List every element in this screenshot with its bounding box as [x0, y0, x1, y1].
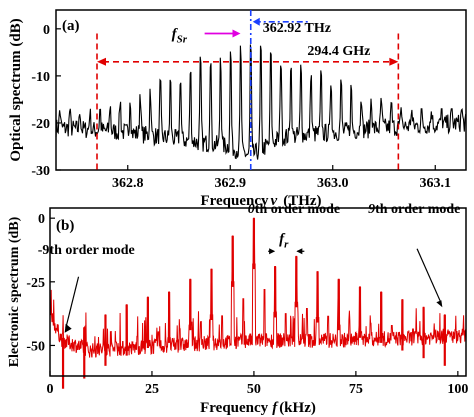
- panel-a-x-label-symbol: ν: [271, 193, 278, 209]
- panel-b-x-tick-label: 50: [247, 382, 261, 397]
- panel-b-y-tick-label: 0: [38, 212, 45, 227]
- fr-label-f: f: [279, 231, 286, 247]
- panel-b-x-axis-label: Frequency f (kHz): [200, 400, 316, 416]
- panel-a-y-axis-label: Optical spectrum (dB): [8, 18, 24, 161]
- panel-b-x-label-unit: (kHz): [279, 400, 316, 416]
- 9th-order-arrow-line: [416, 248, 442, 303]
- panel-a-y-tick-label: -10: [31, 70, 50, 85]
- panel-a-annotations: 362.92 THz 294.4 GHz fSr: [96, 10, 400, 170]
- panel-a-frame: [55, 9, 467, 171]
- panel-b-x-tick-label: 25: [145, 382, 159, 397]
- fr-arrowhead-right: [296, 248, 303, 255]
- panel-a-y-tick-label: 0: [43, 23, 50, 38]
- 0th-order-mode-label: 0th order mode: [248, 202, 340, 217]
- panel-a-ticks: 362.8 362.9 363.0 363.1 0 -10 -20 -30: [31, 23, 451, 191]
- panel-a-label: (a): [62, 18, 80, 34]
- panel-b-label: (b): [56, 218, 74, 234]
- minus-9th-order-arrowhead: [64, 323, 72, 333]
- minus-9th-order-arrow-line: [65, 276, 80, 328]
- panel-a-x-label-prefix: Frequency: [200, 193, 269, 209]
- panel-b-y-tick-label: -25: [26, 276, 45, 291]
- center-frequency-arrowhead: [252, 17, 260, 26]
- panel-a-x-tick-label: 363.1: [420, 176, 452, 191]
- 9th-order-mode-text: th order mode: [375, 202, 460, 217]
- panel-a-x-tick-label: 363.0: [317, 176, 349, 191]
- span-label: 294.4 GHz: [307, 44, 370, 59]
- panel-a-y-tick-label: -20: [31, 117, 50, 132]
- fsr-arrowhead: [232, 29, 241, 38]
- panel-b-x-label-symbol: f: [272, 400, 279, 416]
- span-arrowhead-right: [389, 57, 399, 66]
- panel-b: 0 25 50 75 100 0 -25 -50 (b) Electronic spectru…: [7, 202, 468, 416]
- panel-b-frame: [49, 207, 467, 377]
- panel-a-x-label-unit: (THz): [283, 193, 321, 209]
- center-frequency-label: 362.92 THz: [263, 21, 331, 36]
- panel-b-y-axis-label: Electronic spectrum (dB): [7, 216, 22, 367]
- panel-a-plot-area: [55, 44, 467, 160]
- panel-b-spectrum-line: [49, 217, 467, 358]
- panel-b-ticks: 0 25 50 75 100 0 -25 -50: [26, 212, 468, 397]
- panel-b-x-tick-label: 100: [447, 382, 468, 397]
- 0th-order-mode-text: th order mode: [255, 202, 340, 217]
- panel-a-y-tick-label: -30: [31, 164, 50, 179]
- panel-b-x-tick-label: 0: [47, 382, 54, 397]
- fsr-label-sub: Sr: [177, 34, 188, 46]
- panel-b-x-label-prefix: Frequency: [200, 400, 269, 416]
- fr-arrowhead-left: [269, 248, 276, 255]
- 9th-order-mode-label: 9th order mode: [368, 202, 460, 217]
- panel-a: 362.8 362.9 363.0 363.1 0 -10 -20 -30 (a) Optic…: [8, 9, 467, 209]
- panel-a-x-axis-label: Frequency ν (THz): [200, 193, 321, 209]
- panel-b-y-tick-label: -50: [26, 339, 45, 354]
- panel-b-x-tick-label: 75: [349, 382, 363, 397]
- panel-b-annotations: -9th order mode 0th order mode 9th order…: [38, 202, 460, 333]
- panel-a-x-tick-label: 362.9: [215, 176, 247, 191]
- panel-b-plot-area: [49, 217, 467, 389]
- 9th-order-arrowhead: [436, 300, 443, 308]
- fsr-label-f: f: [172, 27, 179, 43]
- fsr-label: fSr: [172, 27, 188, 46]
- span-arrowhead-left: [97, 57, 106, 66]
- panel-a-spectrum-line: [55, 44, 467, 160]
- panel-a-x-tick-label: 362.8: [112, 176, 144, 191]
- 9th-order-mode-number: 9: [368, 202, 375, 217]
- fr-label-sub: r: [284, 238, 289, 250]
- 0th-order-mode-number: 0: [248, 202, 255, 217]
- minus-9th-order-mode-label: -9th order mode: [38, 243, 135, 258]
- fr-label: fr: [279, 231, 289, 250]
